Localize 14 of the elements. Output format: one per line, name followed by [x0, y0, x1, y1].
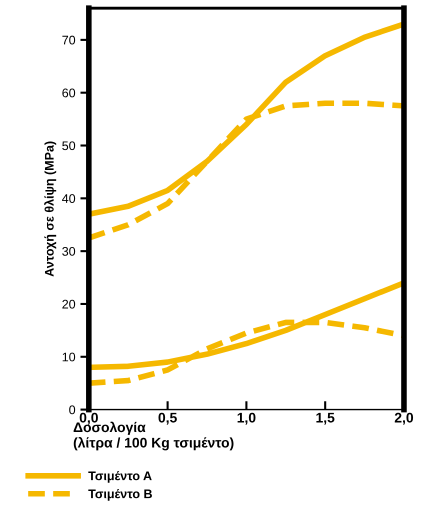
y-tick-label: 70 [62, 36, 76, 45]
y-tick-label: 60 [62, 88, 76, 98]
y-tick-label: 0 [69, 405, 76, 414]
x-tick-label: 2,0 [394, 412, 414, 425]
y-tick-label: 50 [62, 141, 76, 150]
y-tick-label: 20 [62, 300, 76, 309]
y-tick-label: 30 [62, 246, 76, 256]
legend-label: Τσιμέντο B [88, 488, 152, 501]
legend-label: Τσιμέντο A [88, 470, 152, 483]
x-tick-label: 1,0 [238, 412, 256, 425]
x-tick-label: 1,5 [316, 412, 334, 425]
y-tick-label: 40 [62, 194, 76, 203]
y-tick-label: 10 [62, 352, 76, 362]
y-axis-title: Αντοχή σε θλίψη (MPa) [44, 142, 56, 277]
